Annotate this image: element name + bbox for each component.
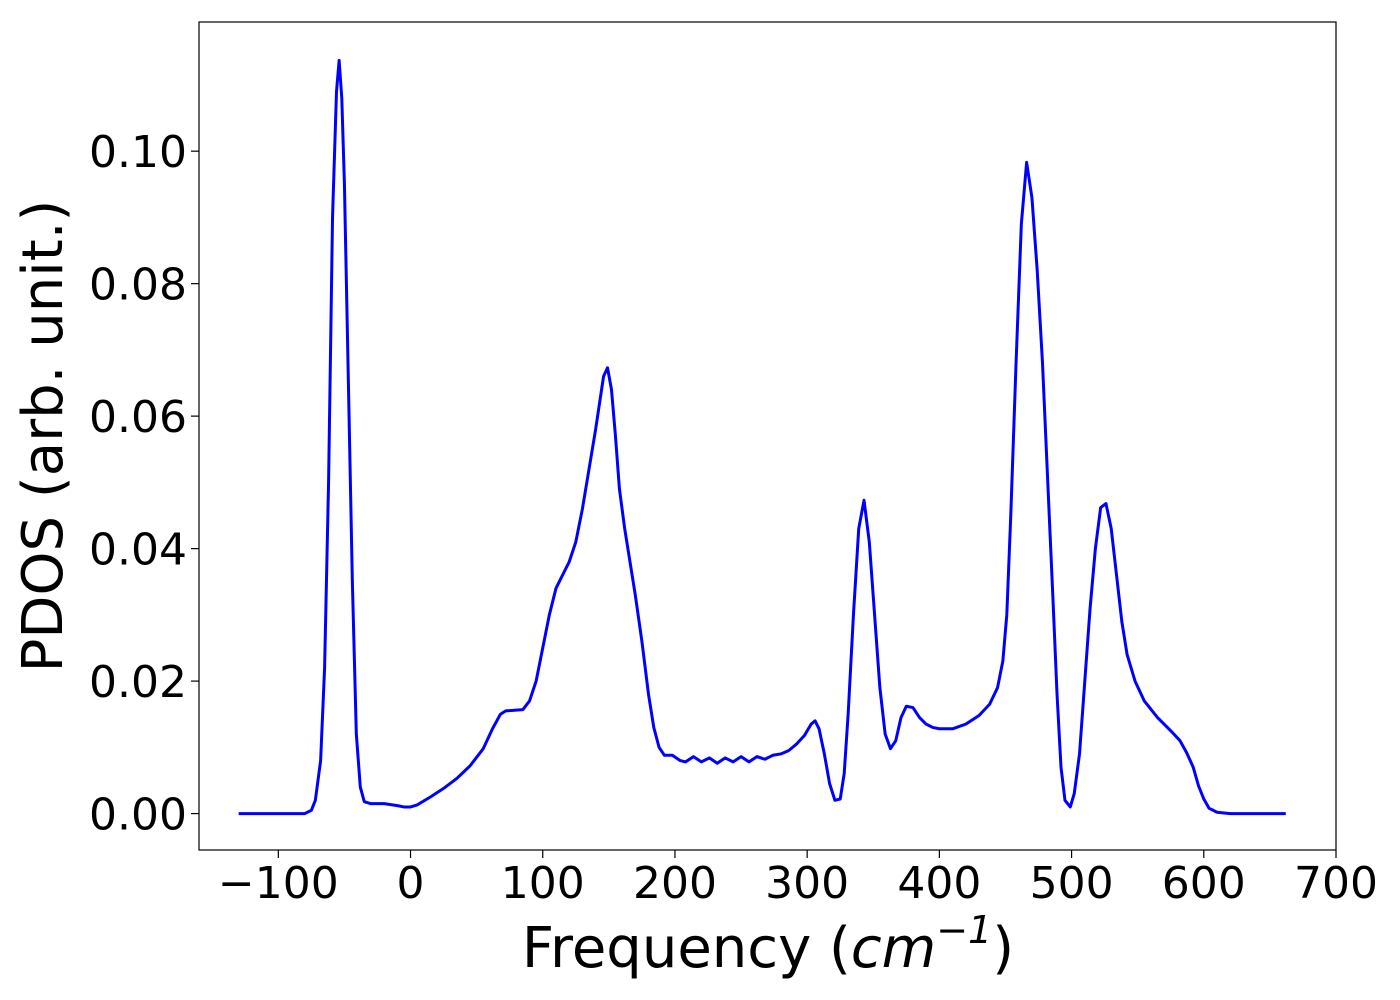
y-tick-label: 0.08 bbox=[89, 260, 187, 311]
x-tick-label: 300 bbox=[765, 858, 849, 909]
x-axis-label-unit: cm bbox=[851, 916, 936, 981]
x-axis: −100 0 100 200 300 400 500 600 700 bbox=[218, 850, 1378, 909]
y-tick-label: 0.00 bbox=[89, 790, 187, 841]
x-tick-label: 100 bbox=[501, 858, 585, 909]
x-tick-label: 500 bbox=[1030, 858, 1114, 909]
x-axis-label-suffix: ) bbox=[992, 916, 1014, 981]
x-tick-label: −100 bbox=[218, 858, 339, 909]
x-tick-label: 700 bbox=[1294, 858, 1378, 909]
y-axis-label: PDOS (arb. unit.) bbox=[11, 200, 76, 673]
y-axis: 0.00 0.02 0.04 0.06 0.08 0.10 bbox=[89, 127, 199, 841]
y-tick-label: 0.06 bbox=[89, 392, 187, 443]
y-tick-label: 0.04 bbox=[89, 525, 187, 576]
x-tick-label: 0 bbox=[397, 858, 425, 909]
y-tick-label: 0.10 bbox=[89, 127, 187, 178]
plot-frame bbox=[198, 21, 1337, 851]
y-tick-label: 0.02 bbox=[89, 657, 187, 708]
x-tick-label: 600 bbox=[1162, 858, 1246, 909]
x-axis-label-prefix: Frequency ( bbox=[522, 916, 851, 981]
x-axis-label: Frequency (cm−1) bbox=[522, 908, 1014, 981]
plot-area bbox=[198, 21, 1337, 851]
x-tick-label: 400 bbox=[897, 858, 981, 909]
pdos-series-line bbox=[238, 58, 1286, 816]
x-axis-label-exponent: −1 bbox=[936, 908, 992, 952]
x-tick-label: 200 bbox=[633, 858, 717, 909]
